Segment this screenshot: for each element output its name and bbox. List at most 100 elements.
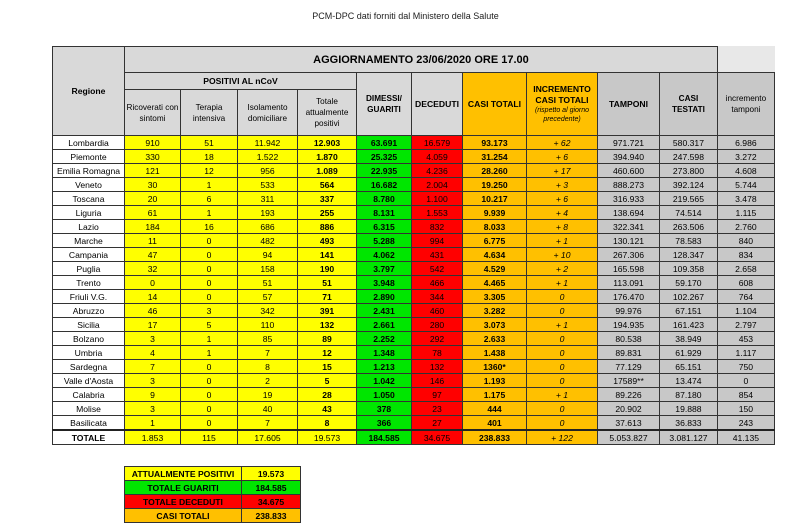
cell-dimessi: 8.131 <box>356 205 412 220</box>
cell-dimessi: 366 <box>356 415 412 431</box>
cell-totale-positivi: 493 <box>297 233 357 248</box>
cell-tamponi: 99.976 <box>597 303 660 318</box>
cell-isolamento: 482 <box>237 233 298 248</box>
table-row: Lombardia 910 51 11.942 12.903 63.691 16.579 93… <box>52 135 775 150</box>
cell-regione: Bolzano <box>52 331 125 346</box>
cell-tamponi: 37.613 <box>597 415 660 431</box>
header-isolamento: Isolamento domiciliare <box>237 89 298 136</box>
cell-tamponi: 460.600 <box>597 163 660 178</box>
cell-deceduti: 994 <box>411 233 463 248</box>
cell-incremento-tamponi: 3.272 <box>716 149 775 164</box>
cell-isolamento: 533 <box>237 177 298 192</box>
cell-deceduti: 1.100 <box>411 191 463 206</box>
cell-totale-positivi: 255 <box>297 205 357 220</box>
cell-ricoverati: 46 <box>124 303 181 318</box>
cell-regione: Sardegna <box>52 359 125 374</box>
cell-regione: Valle d'Aosta <box>52 373 125 388</box>
header-blank <box>716 46 775 73</box>
cell-dimessi: 1.050 <box>356 387 412 402</box>
header-incremento: INCREMENTO CASI TOTALI (rispetto al gior… <box>526 72 598 136</box>
summary-label: ATTUALMENTE POSITIVI <box>124 466 242 481</box>
cell-casi-testati: 13.474 <box>659 373 718 388</box>
cell-incremento-tamponi: 2.797 <box>716 317 775 332</box>
cell-incremento-tamponi: 1.117 <box>716 345 775 360</box>
cell-dimessi: 2.431 <box>356 303 412 318</box>
cell-dimessi: 378 <box>356 401 412 416</box>
cell-casi-testati: 87.180 <box>659 387 718 402</box>
cell-tamponi: 89.226 <box>597 387 660 402</box>
cell-isolamento: 40 <box>237 401 298 416</box>
table-row: Valle d'Aosta 3 0 2 5 1.042 146 1.193 0 17589** 13… <box>52 373 775 388</box>
cell-incremento-tamponi: 0 <box>716 373 775 388</box>
cell-deceduti: 23 <box>411 401 463 416</box>
cell-incremento-tamponi: 3.478 <box>716 191 775 206</box>
summary-label: TOTALE GUARITI <box>124 480 242 495</box>
cell-deceduti: 542 <box>411 261 463 276</box>
table-row: Umbria 4 1 7 12 1.348 78 1.438 0 89.831 61.929 1.11… <box>52 345 775 360</box>
cell-casi-testati: 78.583 <box>659 233 718 248</box>
cell-casi-testati: 219.565 <box>659 191 718 206</box>
table-row: Lazio 184 16 686 886 6.315 832 8.033 + 8 322.341 2… <box>52 219 775 234</box>
cell-ricoverati: 20 <box>124 191 181 206</box>
table-row: Sicilia 17 5 110 132 2.661 280 3.073 + 1 194.935 1… <box>52 317 775 332</box>
cell-deceduti: 34.675 <box>411 429 463 445</box>
cell-casi-testati: 273.800 <box>659 163 718 178</box>
table-row: Emilia Romagna 121 12 956 1.089 22.935 4.236 28… <box>52 163 775 178</box>
cell-tamponi: 89.831 <box>597 345 660 360</box>
cell-casi-totali: 1360* <box>462 359 527 374</box>
cell-terapia: 115 <box>180 429 238 445</box>
cell-casi-testati: 161.423 <box>659 317 718 332</box>
cell-tamponi: 20.902 <box>597 401 660 416</box>
cell-regione: TOTALE <box>52 429 125 445</box>
cell-casi-totali: 10.217 <box>462 191 527 206</box>
cell-casi-totali: 6.775 <box>462 233 527 248</box>
cell-deceduti: 2.004 <box>411 177 463 192</box>
table-row: Puglia 32 0 158 190 3.797 542 4.529 + 2 165.598 10… <box>52 261 775 276</box>
cell-regione: Basilicata <box>52 415 125 431</box>
cell-casi-testati: 38.949 <box>659 331 718 346</box>
cell-isolamento: 311 <box>237 191 298 206</box>
cell-totale-positivi: 28 <box>297 387 357 402</box>
cell-isolamento: 2 <box>237 373 298 388</box>
cell-dimessi: 1.213 <box>356 359 412 374</box>
cell-casi-testati: 247.598 <box>659 149 718 164</box>
summary-label: TOTALE DECEDUTI <box>124 494 242 509</box>
cell-isolamento: 110 <box>237 317 298 332</box>
cell-terapia: 1 <box>180 205 238 220</box>
cell-totale-positivi: 51 <box>297 275 357 290</box>
table-row: Bolzano 3 1 85 89 2.252 292 2.633 0 80.538 38.949 4… <box>52 331 775 346</box>
cell-terapia: 0 <box>180 415 238 431</box>
cell-casi-totali: 444 <box>462 401 527 416</box>
cell-deceduti: 97 <box>411 387 463 402</box>
cell-terapia: 0 <box>180 359 238 374</box>
cell-deceduti: 78 <box>411 345 463 360</box>
cell-dimessi: 2.252 <box>356 331 412 346</box>
cell-terapia: 0 <box>180 275 238 290</box>
cell-regione: Puglia <box>52 261 125 276</box>
cell-totale-positivi: 12 <box>297 345 357 360</box>
cell-incremento: + 17 <box>526 163 598 178</box>
cell-isolamento: 7 <box>237 345 298 360</box>
cell-deceduti: 16.579 <box>411 135 463 150</box>
cell-tamponi: 5.053.827 <box>597 429 660 445</box>
cell-isolamento: 686 <box>237 219 298 234</box>
cell-tamponi: 176.470 <box>597 289 660 304</box>
cell-dimessi: 22.935 <box>356 163 412 178</box>
cell-casi-totali: 9.939 <box>462 205 527 220</box>
cell-terapia: 5 <box>180 317 238 332</box>
cell-totale-positivi: 1.089 <box>297 163 357 178</box>
cell-terapia: 0 <box>180 373 238 388</box>
table-row: Marche 11 0 482 493 5.288 994 6.775 + 1 130.121 78… <box>52 233 775 248</box>
header-incremento-tamponi: incremento tamponi <box>716 72 775 136</box>
header-regione: Regione <box>52 46 125 136</box>
cell-dimessi: 184.585 <box>356 429 412 445</box>
cell-regione: Umbria <box>52 345 125 360</box>
summary-value: 34.675 <box>241 494 301 509</box>
cell-regione: Liguria <box>52 205 125 220</box>
cell-tamponi: 888.273 <box>597 177 660 192</box>
cell-totale-positivi: 564 <box>297 177 357 192</box>
cell-ricoverati: 3 <box>124 373 181 388</box>
cell-isolamento: 193 <box>237 205 298 220</box>
cell-dimessi: 16.682 <box>356 177 412 192</box>
cell-isolamento: 7 <box>237 415 298 431</box>
